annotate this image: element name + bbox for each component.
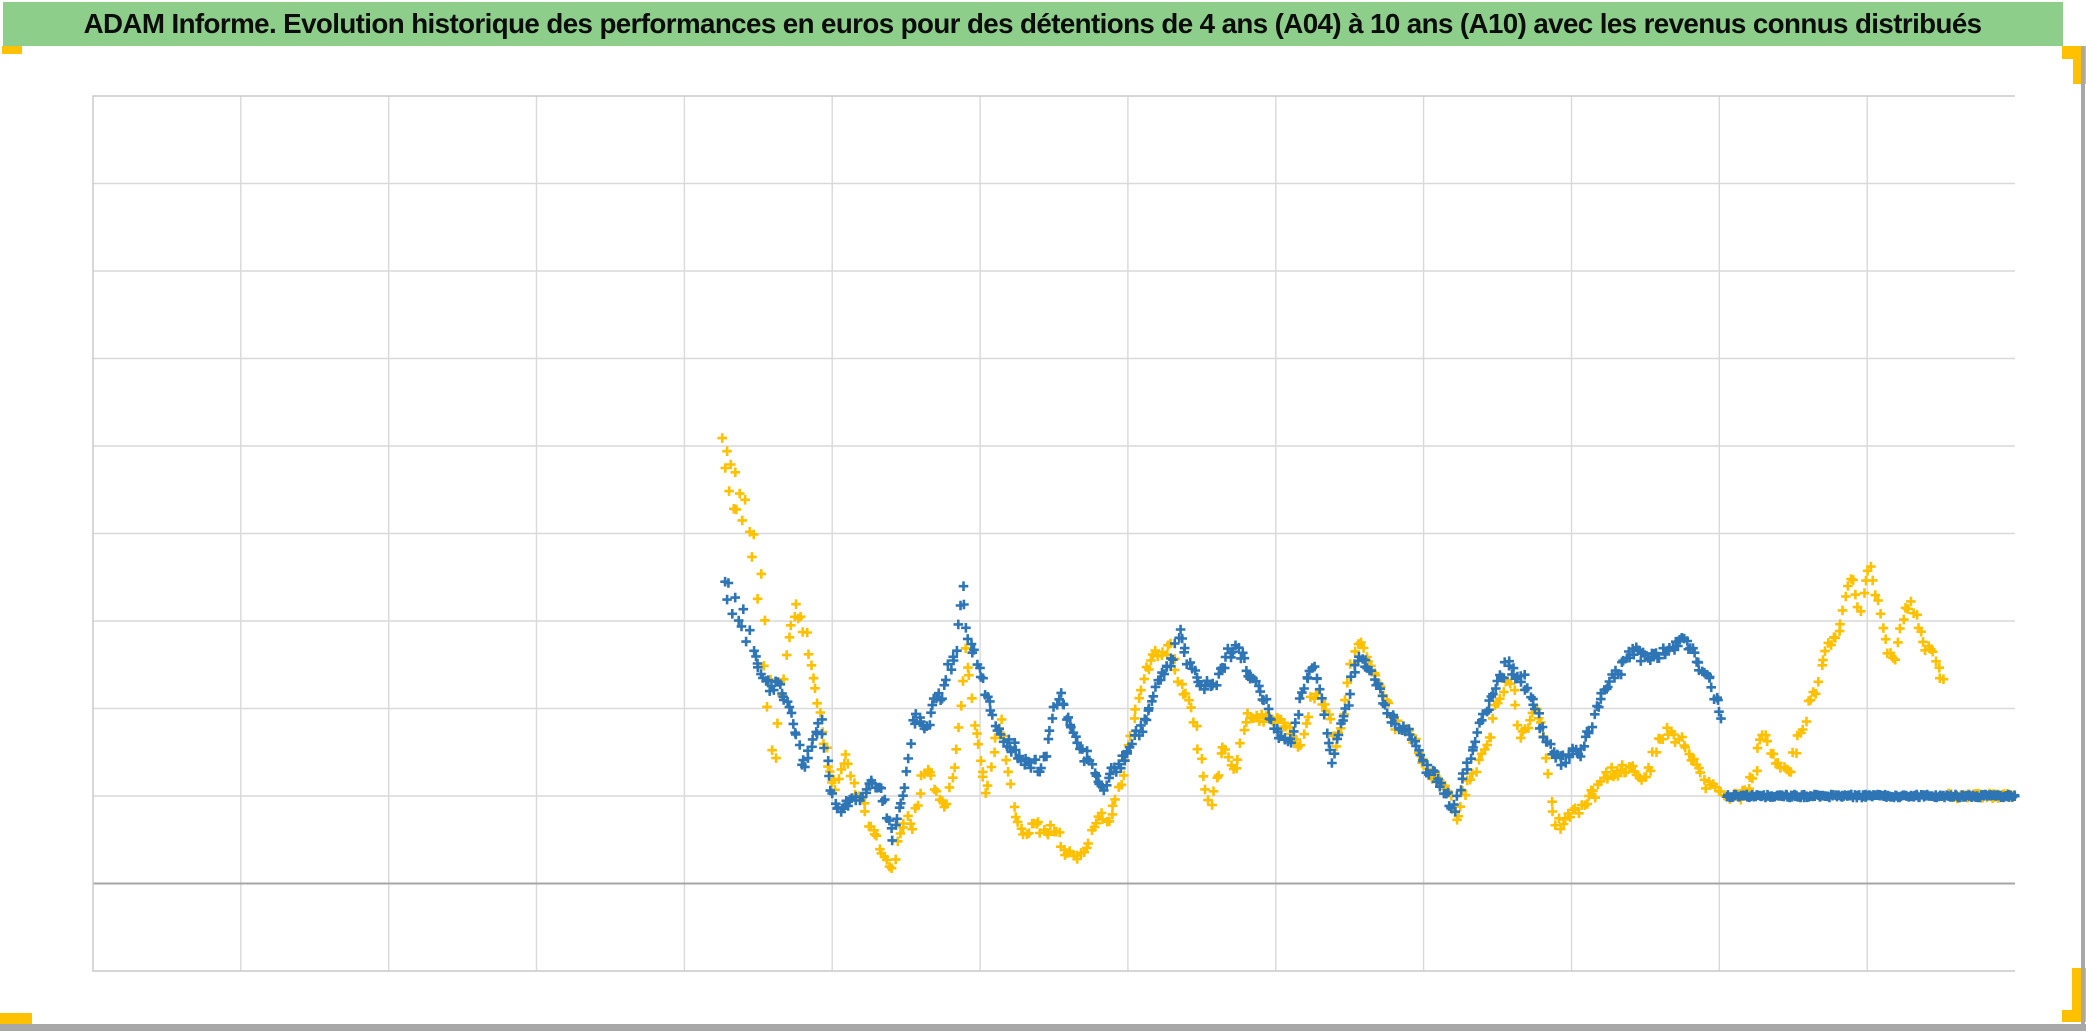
window-bottom-edge	[0, 1024, 2086, 1031]
window-right-edge	[2081, 46, 2085, 1024]
corner-accent-bottom-right	[2062, 1010, 2086, 1022]
gridlines	[93, 96, 2015, 971]
corner-accent-bottom-left	[0, 1013, 32, 1026]
corner-accent-top-left	[2, 46, 22, 54]
series-blue-scatter	[720, 576, 2020, 846]
series-gold-scatter	[717, 433, 2018, 873]
page-title: ADAM Informe. Evolution historique des p…	[84, 8, 1983, 39]
chart-title-banner: ADAM Informe. Evolution historique des p…	[3, 2, 2063, 46]
plot-border	[92, 95, 2015, 972]
